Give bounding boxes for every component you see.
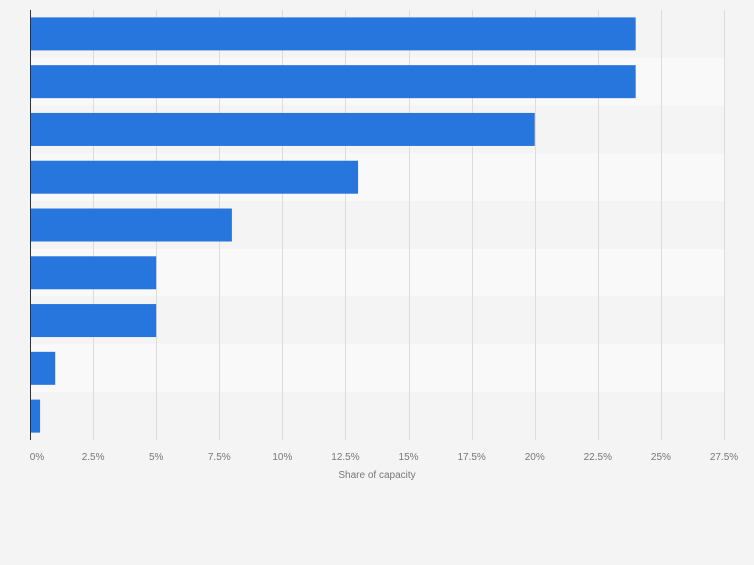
x-tick-label: 27.5% — [710, 452, 738, 463]
bar[interactable] — [30, 304, 157, 338]
x-tick-label: 0% — [30, 452, 45, 463]
x-tick-label: 2.5% — [82, 452, 105, 463]
bar[interactable] — [30, 351, 56, 385]
bar[interactable] — [30, 160, 359, 194]
row-band — [30, 344, 724, 393]
bar[interactable] — [30, 65, 636, 99]
x-axis-label: Share of capacity — [338, 470, 415, 481]
x-tick-label: 17.5% — [457, 452, 485, 463]
x-tick-label: 15% — [399, 452, 419, 463]
x-tick-label: 7.5% — [208, 452, 231, 463]
x-tick-labels: 0% 2.5% 5% 7.5% 10% 12.5% 15% 17.5% 20% 22.5% 25% 2… — [30, 452, 739, 463]
x-tick-label: 12.5% — [331, 452, 359, 463]
x-tick-label: 20% — [525, 452, 545, 463]
bar[interactable] — [30, 399, 41, 433]
x-tick-label: 25% — [651, 452, 671, 463]
x-tick-label: 22.5% — [584, 452, 612, 463]
bar[interactable] — [30, 208, 232, 242]
x-tick-label: 10% — [272, 452, 292, 463]
bar[interactable] — [30, 17, 636, 51]
bar[interactable] — [30, 256, 157, 290]
row-band — [30, 392, 724, 440]
bar[interactable] — [30, 112, 535, 146]
x-tick-label: 5% — [149, 452, 164, 463]
bars — [30, 17, 636, 433]
